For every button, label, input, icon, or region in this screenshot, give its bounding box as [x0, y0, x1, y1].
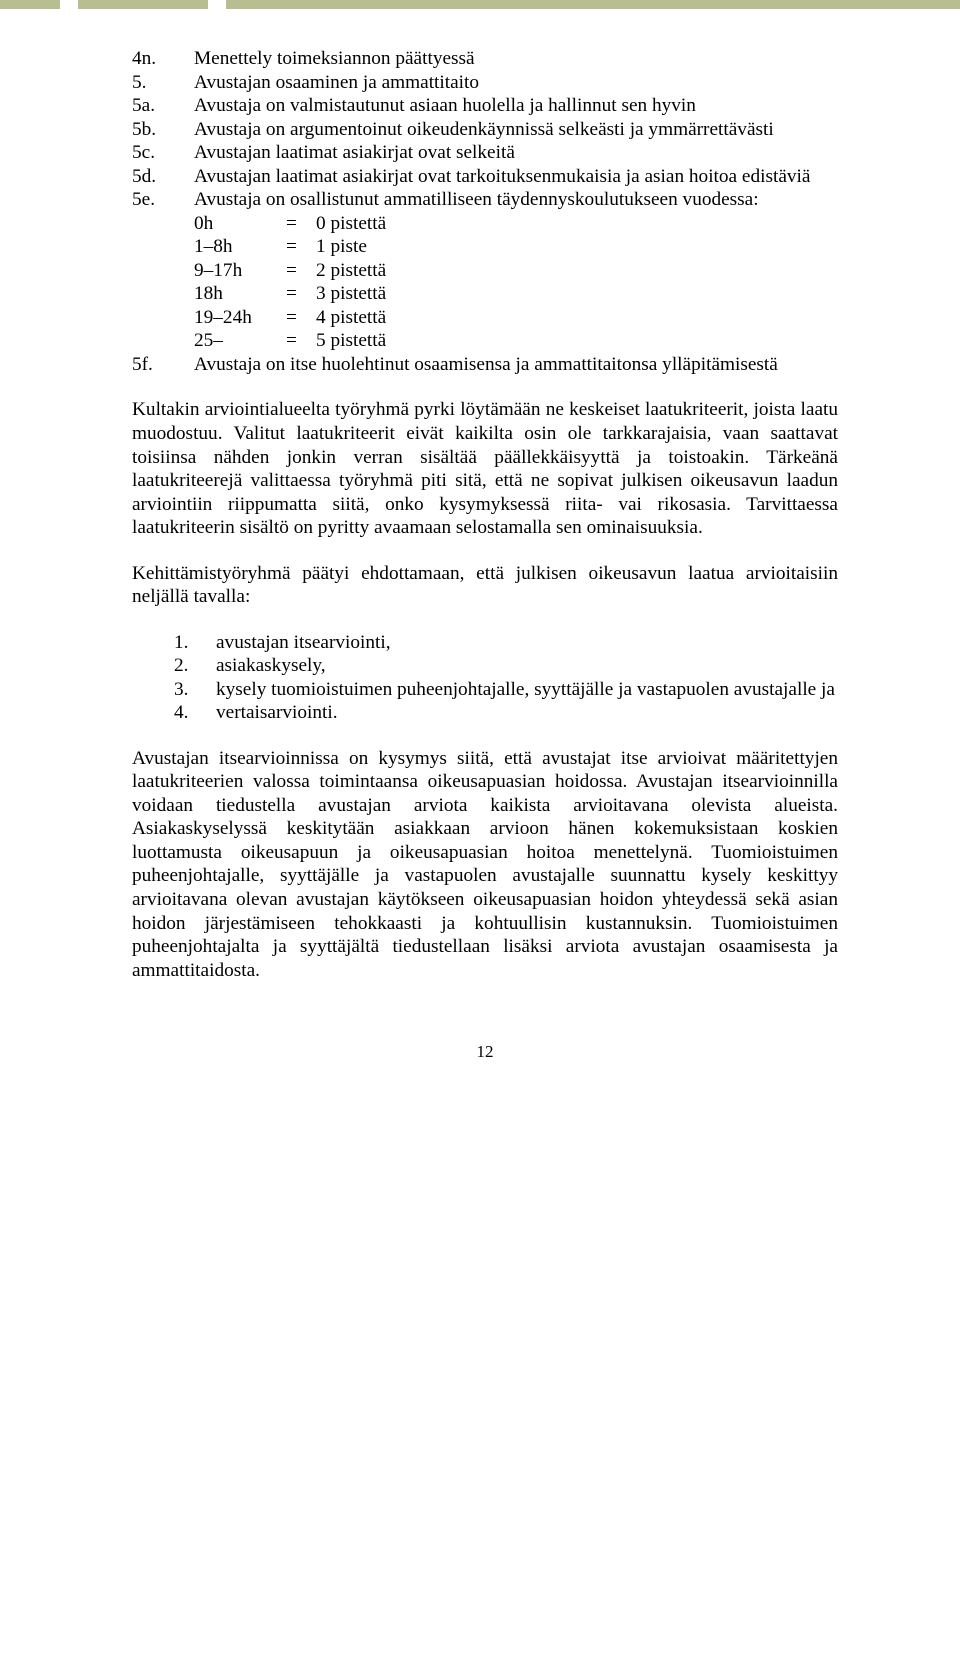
item-text: Avustajan laatimat asiakirjat ovat tarko… — [194, 165, 838, 189]
points-row: 25– = 5 pistettä — [194, 329, 838, 353]
num-text: avustajan itsearviointi, — [216, 631, 838, 655]
item-label: 5e. — [132, 188, 194, 353]
points-col-hours: 0h — [194, 212, 286, 236]
num-text: vertaisarviointi. — [216, 701, 838, 725]
points-col-eq: = — [286, 282, 316, 306]
points-col-eq: = — [286, 329, 316, 353]
points-row: 0h = 0 pistettä — [194, 212, 838, 236]
item-label: 5a. — [132, 94, 194, 118]
item-text: Avustajan laatimat asiakirjat ovat selke… — [194, 141, 838, 165]
num-label: 1. — [174, 631, 216, 655]
list-item: 5a. Avustaja on valmistautunut asiaan hu… — [132, 94, 838, 118]
numbered-item: 3. kysely tuomioistuimen puheenjohtajall… — [132, 678, 838, 702]
points-col-eq: = — [286, 212, 316, 236]
item-label: 4n. — [132, 47, 194, 71]
list-item: 5f. Avustaja on itse huolehtinut osaamis… — [132, 353, 838, 377]
points-col-value: 4 pistettä — [316, 306, 838, 330]
paragraph: Kultakin arviointialueelta työryhmä pyrk… — [132, 398, 838, 539]
paragraph: Avustajan itsearvioinnissa on kysymys si… — [132, 747, 838, 982]
num-label: 4. — [174, 701, 216, 725]
list-item: 5e. Avustaja on osallistunut ammatillise… — [132, 188, 838, 353]
points-row: 1–8h = 1 piste — [194, 235, 838, 259]
num-label: 2. — [174, 654, 216, 678]
header-bars — [0, 0, 960, 9]
points-col-hours: 25– — [194, 329, 286, 353]
item-label: 5c. — [132, 141, 194, 165]
definition-list: 4n. Menettely toimeksiannon päättyessä 5… — [132, 47, 838, 376]
list-item: 5. Avustajan osaaminen ja ammattitaito — [132, 71, 838, 95]
list-item: 5b. Avustaja on argumentoinut oikeudenkä… — [132, 118, 838, 142]
points-col-value: 3 pistettä — [316, 282, 838, 306]
points-col-eq: = — [286, 306, 316, 330]
list-item: 5d. Avustajan laatimat asiakirjat ovat t… — [132, 165, 838, 189]
item-text: Avustajan osaaminen ja ammattitaito — [194, 71, 838, 95]
bar-2 — [78, 0, 208, 9]
points-col-eq: = — [286, 259, 316, 283]
points-col-hours: 19–24h — [194, 306, 286, 330]
num-label: 3. — [174, 678, 216, 702]
points-row: 18h = 3 pistettä — [194, 282, 838, 306]
item-text: Avustaja on itse huolehtinut osaamisensa… — [194, 353, 838, 377]
points-col-hours: 1–8h — [194, 235, 286, 259]
item-label: 5d. — [132, 165, 194, 189]
points-row: 9–17h = 2 pistettä — [194, 259, 838, 283]
item-text: Avustaja on valmistautunut asiaan huolel… — [194, 94, 838, 118]
item-intro: Avustaja on osallistunut ammatilliseen t… — [194, 189, 759, 210]
bar-1 — [0, 0, 60, 9]
points-col-value: 1 piste — [316, 235, 838, 259]
points-col-value: 5 pistettä — [316, 329, 838, 353]
page-content: 4n. Menettely toimeksiannon päättyessä 5… — [0, 47, 960, 1093]
paragraph: Kehittämistyöryhmä päätyi ehdottamaan, e… — [132, 562, 838, 609]
item-text: Avustaja on osallistunut ammatilliseen t… — [194, 188, 838, 353]
numbered-item: 1. avustajan itsearviointi, — [132, 631, 838, 655]
item-label: 5b. — [132, 118, 194, 142]
numbered-item: 4. vertaisarviointi. — [132, 701, 838, 725]
numbered-list: 1. avustajan itsearviointi, 2. asiakasky… — [132, 631, 838, 725]
item-text: Avustaja on argumentoinut oikeudenkäynni… — [194, 118, 838, 142]
item-text: Menettely toimeksiannon päättyessä — [194, 47, 838, 71]
bar-3 — [226, 0, 960, 9]
list-item: 5c. Avustajan laatimat asiakirjat ovat s… — [132, 141, 838, 165]
points-col-eq: = — [286, 235, 316, 259]
num-text: kysely tuomioistuimen puheenjohtajalle, … — [216, 678, 838, 702]
points-col-hours: 18h — [194, 282, 286, 306]
num-text: asiakaskysely, — [216, 654, 838, 678]
item-label: 5. — [132, 71, 194, 95]
page-number: 12 — [132, 1042, 838, 1093]
points-col-value: 0 pistettä — [316, 212, 838, 236]
points-col-value: 2 pistettä — [316, 259, 838, 283]
numbered-item: 2. asiakaskysely, — [132, 654, 838, 678]
item-label: 5f. — [132, 353, 194, 377]
points-row: 19–24h = 4 pistettä — [194, 306, 838, 330]
list-item: 4n. Menettely toimeksiannon päättyessä — [132, 47, 838, 71]
points-col-hours: 9–17h — [194, 259, 286, 283]
